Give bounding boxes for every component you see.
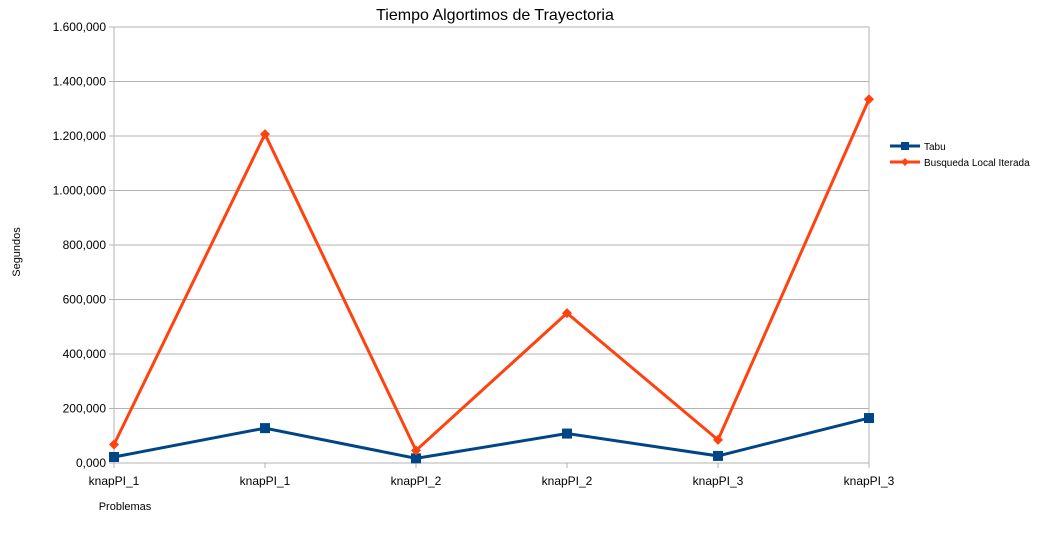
y-tick-label: 400,000 bbox=[63, 347, 107, 361]
y-tick-label: 1.400,000 bbox=[53, 75, 107, 89]
data-point bbox=[260, 129, 270, 140]
y-tick-label: 1.200,000 bbox=[53, 129, 107, 143]
chart-title: Tiempo Algortimos de Trayectoria bbox=[376, 7, 614, 24]
data-point bbox=[562, 428, 572, 439]
legend-label: Tabu bbox=[924, 142, 946, 153]
data-point bbox=[260, 423, 270, 434]
x-axis-ticks: knapPI_1 knapPI_1 knapPI_2 knapPI_2 knapPI_3… bbox=[89, 474, 895, 488]
data-point bbox=[109, 439, 119, 450]
grid-lines bbox=[109, 26, 870, 468]
y-tick-label: 1.600,000 bbox=[53, 20, 107, 34]
y-tick-label: 1.000,000 bbox=[53, 184, 107, 198]
series-line-1 bbox=[113, 416, 870, 460]
data-point bbox=[411, 453, 421, 464]
y-tick-label: 200,000 bbox=[63, 402, 107, 416]
x-tick-label: knapPI_3 bbox=[844, 474, 895, 488]
y-tick-label: 800,000 bbox=[63, 238, 107, 252]
data-point bbox=[109, 452, 119, 463]
legend-label: Busqueda Local Iterada bbox=[924, 158, 1030, 169]
series-line-2 bbox=[112, 98, 871, 453]
x-tick-label: knapPI_1 bbox=[89, 474, 140, 488]
legend: Tabu Busqueda Local Iterada bbox=[890, 142, 1030, 169]
legend-marker bbox=[901, 158, 909, 166]
data-point bbox=[713, 450, 723, 461]
y-axis-label: Segundos bbox=[11, 227, 23, 277]
x-tick-label: knapPI_3 bbox=[693, 474, 744, 488]
data-point bbox=[411, 445, 421, 456]
data-point bbox=[562, 308, 572, 319]
y-tick-label: 0,000 bbox=[76, 456, 106, 470]
x-tick-label: knapPI_1 bbox=[240, 474, 291, 488]
data-point bbox=[864, 94, 874, 105]
data-point bbox=[713, 434, 723, 445]
x-tick-label: knapPI_2 bbox=[391, 474, 442, 488]
y-axis-ticks: 0,000 200,000 400,000 600,000 800,000 1.000,0… bbox=[53, 20, 107, 470]
series-group bbox=[109, 94, 874, 464]
legend-marker bbox=[901, 142, 909, 150]
x-axis-label: Problemas bbox=[99, 501, 152, 513]
data-point bbox=[864, 413, 874, 424]
y-tick-label: 600,000 bbox=[63, 293, 107, 307]
x-tick-label: knapPI_2 bbox=[542, 474, 593, 488]
